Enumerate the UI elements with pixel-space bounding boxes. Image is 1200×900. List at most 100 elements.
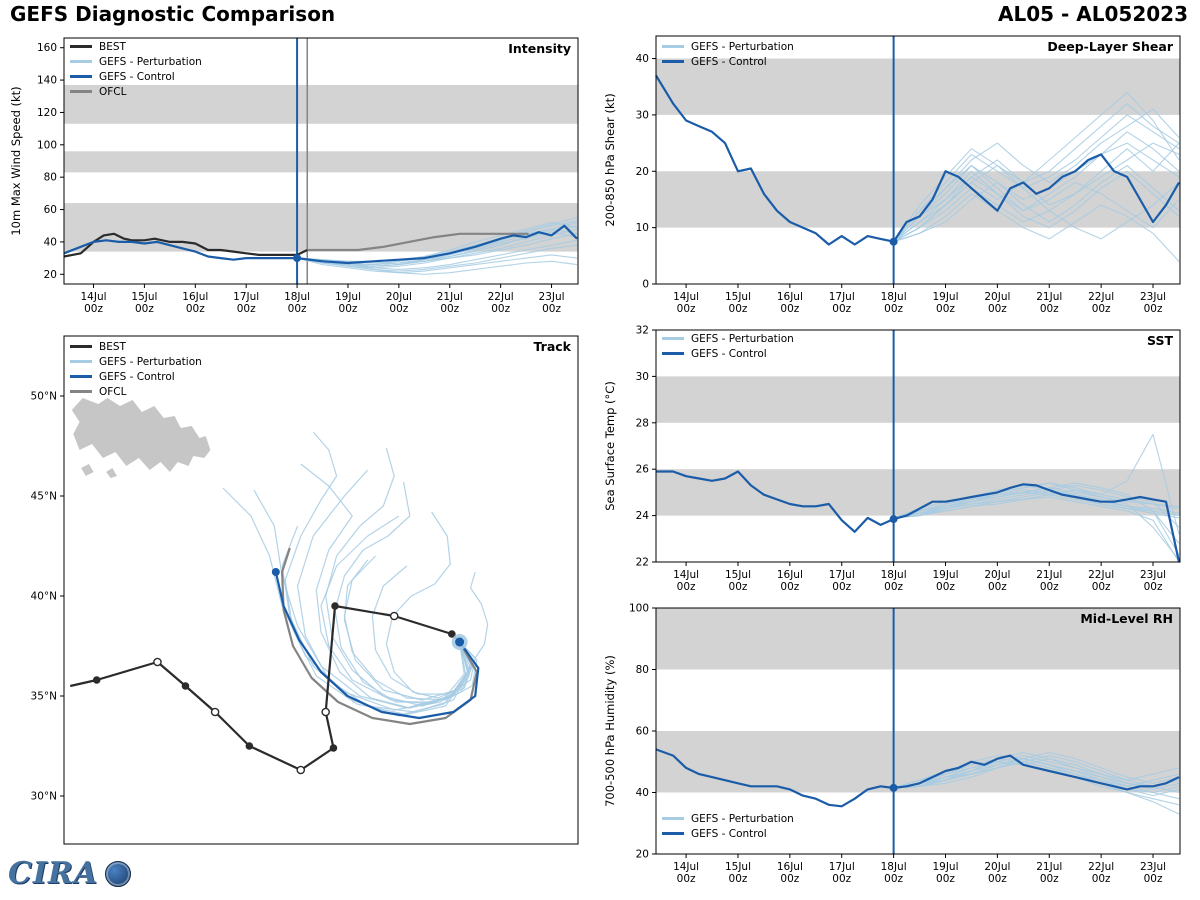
x-tick-label: 14Jul 00z bbox=[81, 291, 107, 315]
x-tick-label: 22Jul 00z bbox=[488, 291, 514, 315]
perturbation-line bbox=[893, 170, 1180, 243]
x-tick-label: 23Jul 00z bbox=[1140, 861, 1166, 885]
y-tick-label: 22 bbox=[636, 557, 649, 569]
x-tick-label: 16Jul 00z bbox=[777, 569, 803, 593]
y-tick-label: 60 bbox=[636, 726, 649, 738]
panel-title: Mid-Level RH bbox=[1080, 611, 1173, 626]
legend-item-pert: GEFS - Perturbation bbox=[662, 40, 794, 53]
rh-legend: GEFS - Perturbation GEFS - Control bbox=[662, 812, 794, 840]
x-tick-label: 20Jul 00z bbox=[386, 291, 412, 315]
perturbation-track bbox=[334, 481, 475, 703]
x-tick-label: 16Jul 00z bbox=[777, 861, 803, 885]
legend-swatch-pert bbox=[70, 360, 92, 363]
x-tick-label: 19Jul 00z bbox=[932, 861, 958, 885]
cira-logo: CIRA bbox=[8, 854, 132, 894]
best-fix-marker-open bbox=[296, 765, 306, 775]
perturbation-line bbox=[893, 114, 1180, 243]
legend-label-pert: GEFS - Perturbation bbox=[691, 812, 794, 825]
perturbation-line bbox=[893, 484, 1180, 519]
y-tick-label: 40°N bbox=[31, 591, 57, 603]
perturbation-line bbox=[893, 165, 1180, 243]
intensity-panel: 20 40 60 80 100 120 140 160 10m Max Wind Speed (… bbox=[6, 28, 588, 328]
legend-swatch-control bbox=[70, 375, 92, 378]
x-tick-label: 19Jul 00z bbox=[932, 569, 958, 593]
perturbation-line bbox=[893, 491, 1180, 519]
y-tick-label: 50°N bbox=[31, 391, 57, 403]
best-fix-marker-open bbox=[389, 611, 399, 621]
x-tick-label: 17Jul 00z bbox=[829, 861, 855, 885]
x-tick-label: 23Jul 00z bbox=[1140, 291, 1166, 315]
y-tick-label: 30°N bbox=[31, 791, 57, 803]
legend-swatch-control bbox=[662, 352, 684, 355]
legend-label-pert: GEFS - Perturbation bbox=[99, 55, 202, 68]
y-tick-label: 24 bbox=[636, 510, 650, 522]
perturbation-line bbox=[893, 131, 1180, 243]
legend-label-pert: GEFS - Perturbation bbox=[691, 40, 794, 53]
legend-label-control: GEFS - Control bbox=[691, 347, 767, 360]
legend-item-pert: GEFS - Perturbation bbox=[662, 332, 794, 345]
y-tick-label: 80 bbox=[636, 664, 649, 676]
perturbation-line bbox=[296, 221, 578, 266]
perturbation-line bbox=[893, 108, 1180, 243]
perturbation-line bbox=[893, 91, 1180, 243]
y-axis-label: Sea Surface Temp (°C) bbox=[603, 381, 617, 511]
x-tick-label: 23Jul 00z bbox=[539, 291, 565, 315]
x-tick-label: 18Jul 00z bbox=[881, 569, 907, 593]
x-tick-label: 14Jul 00z bbox=[673, 569, 699, 593]
plot-border bbox=[655, 35, 1181, 285]
x-tick-label: 20Jul 00z bbox=[984, 569, 1010, 593]
x-tick-label: 16Jul 00z bbox=[182, 291, 208, 315]
perturbation-line bbox=[893, 482, 1180, 544]
legend-item-control: GEFS - Control bbox=[662, 827, 794, 840]
legend-swatch-control bbox=[70, 75, 92, 78]
intensity-chart: 20 40 60 80 100 120 140 160 10m Max Wind Speed (… bbox=[9, 37, 579, 315]
plot-border bbox=[63, 335, 579, 845]
storm-id: AL05 - AL052023 bbox=[998, 2, 1188, 26]
perturbation-line bbox=[297, 254, 578, 274]
shear-chart: 0 10 20 30 40 200-850 hPa Shear (kt) Deep-Laye… bbox=[603, 35, 1181, 315]
y-tick-label: 0 bbox=[642, 279, 649, 291]
legend-swatch-ofcl bbox=[70, 390, 92, 393]
page-title: GEFS Diagnostic Comparison bbox=[10, 2, 336, 26]
best-fix-marker-open bbox=[153, 657, 162, 667]
y-tick-label: 10 bbox=[636, 222, 649, 234]
track-legend: BEST GEFS - Perturbation GEFS - Control OFC… bbox=[70, 340, 202, 398]
y-tick-label: 28 bbox=[636, 417, 649, 429]
control-line bbox=[63, 224, 578, 265]
y-tick-label: 40 bbox=[44, 236, 57, 248]
legend-item-pert: GEFS - Perturbation bbox=[662, 812, 794, 825]
x-tick-label: 15Jul 00z bbox=[131, 291, 157, 315]
perturbation-track bbox=[343, 555, 478, 701]
legend-item-pert: GEFS - Perturbation bbox=[70, 55, 202, 68]
best-fix-marker-open bbox=[210, 707, 220, 717]
x-tick-label: 20Jul 00z bbox=[984, 291, 1010, 315]
best-fix-marker-filled bbox=[329, 744, 338, 752]
x-tick-label: 22Jul 00z bbox=[1088, 861, 1114, 885]
legend-swatch-best bbox=[70, 345, 92, 348]
x-tick-label: 15Jul 00z bbox=[725, 861, 751, 885]
y-tick-label: 32 bbox=[636, 325, 649, 337]
cira-globe-icon bbox=[105, 861, 132, 887]
legend-swatch-pert bbox=[662, 337, 684, 340]
best-fix-marker-filled bbox=[331, 602, 339, 610]
legend-swatch-pert bbox=[662, 45, 684, 48]
landmass bbox=[81, 464, 94, 476]
legend-label-best: BEST bbox=[99, 40, 126, 53]
x-tick-label: 15Jul 00z bbox=[725, 569, 751, 593]
legend-swatch-best bbox=[70, 45, 92, 48]
perturbation-line bbox=[893, 489, 1180, 561]
legend-item-best: BEST bbox=[70, 40, 202, 53]
position-dot bbox=[455, 637, 465, 647]
control-line bbox=[656, 470, 1181, 563]
y-tick-label: 45°N bbox=[31, 491, 57, 503]
y-tick-label: 30 bbox=[636, 109, 649, 121]
legend-label-control: GEFS - Control bbox=[99, 70, 175, 83]
perturbation-track bbox=[371, 565, 476, 695]
x-tick-label: 19Jul 00z bbox=[335, 291, 361, 315]
x-tick-label: 20Jul 00z bbox=[984, 861, 1010, 885]
perturbation-line bbox=[296, 257, 578, 275]
shade-band bbox=[64, 203, 578, 252]
y-tick-label: 120 bbox=[37, 107, 57, 119]
control-analysis-dot bbox=[889, 515, 898, 524]
y-axis-label: 700-500 hPa Humidity (%) bbox=[603, 655, 617, 807]
